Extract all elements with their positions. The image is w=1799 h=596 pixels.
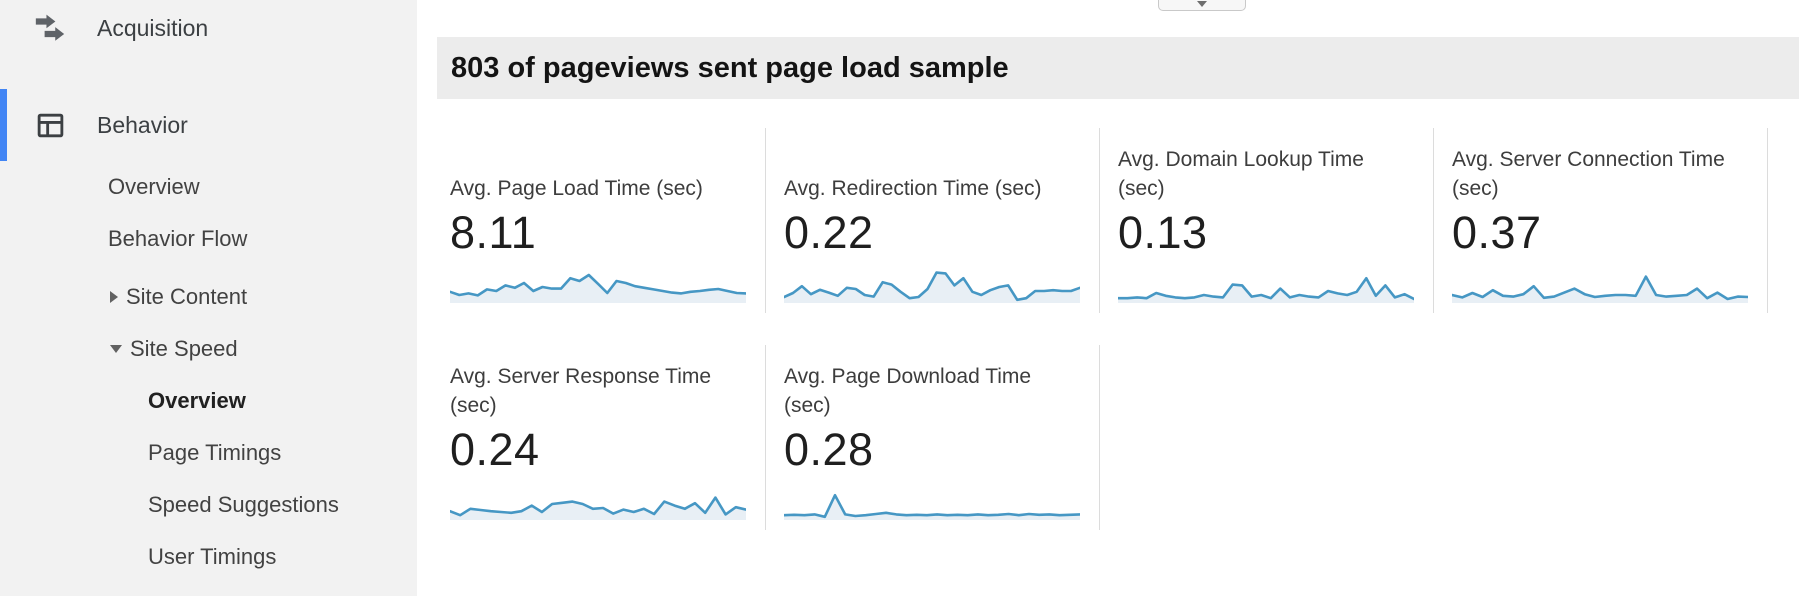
sample-size-text: 803 of pageviews sent page load sample xyxy=(451,51,1009,84)
metric-card-redirection-time: Avg. Redirection Time (sec) 0.22 xyxy=(784,128,1100,313)
metric-card-server-response-time: Avg. Server Response Time (sec) 0.24 xyxy=(450,345,766,530)
sidebar-item-label: Site Speed xyxy=(130,336,238,361)
metric-label: Avg. Server Response Time (sec) xyxy=(450,365,712,417)
metric-label: Avg. Page Load Time (sec) xyxy=(450,177,703,200)
sidebar-item-label: Overview xyxy=(148,388,246,413)
sidebar-item-user-timings[interactable]: User Timings xyxy=(0,531,417,583)
behavior-icon xyxy=(33,108,67,142)
metric-value: 0.22 xyxy=(784,207,874,258)
sparkline-chart xyxy=(1118,276,1414,303)
caret-down-icon xyxy=(1197,1,1207,7)
metric-card-page-download-time: Avg. Page Download Time (sec) 0.28 xyxy=(784,345,1100,530)
sidebar-item-behavior-flow[interactable]: Behavior Flow xyxy=(0,213,417,265)
sidebar-item-page-timings[interactable]: Page Timings xyxy=(0,427,417,479)
metric-value: 0.24 xyxy=(450,424,540,475)
metric-value: 8.11 xyxy=(450,207,537,258)
active-section-indicator xyxy=(0,89,7,161)
metric-card-domain-lookup-time: Avg. Domain Lookup Time (sec) 0.13 xyxy=(1118,128,1434,313)
collapse-widget-button[interactable] xyxy=(1158,0,1246,11)
sparkline-chart xyxy=(450,496,746,520)
sidebar-item-label: Page Timings xyxy=(148,440,282,465)
sparkline-chart xyxy=(450,273,746,303)
main-content: 803 of pageviews sent page load sample A… xyxy=(417,0,1799,596)
metric-cards-row-1: Avg. Page Load Time (sec) 8.11 Avg. Redi… xyxy=(450,128,1799,313)
sidebar-item-label: Speed Suggestions xyxy=(148,492,339,517)
sidebar-item-speed-suggestions[interactable]: Speed Suggestions xyxy=(0,479,417,531)
sidebar-item-label: Acquisition xyxy=(97,14,209,41)
sidebar: Acquisition Behavior Overview Behavior F… xyxy=(0,0,417,596)
sparkline-chart xyxy=(784,493,1080,520)
sidebar-item-site-content[interactable]: Site Content xyxy=(0,271,417,323)
sidebar-item-label: Overview xyxy=(108,174,200,199)
metric-cards-row-2: Avg. Server Response Time (sec) 0.24 Avg… xyxy=(450,345,1799,530)
sidebar-item-overview[interactable]: Overview xyxy=(0,161,417,213)
sidebar-item-behavior[interactable]: Behavior xyxy=(0,89,417,161)
expand-arrow-icon xyxy=(110,291,118,303)
sidebar-item-label: Behavior xyxy=(97,111,188,138)
metric-label: Avg. Redirection Time (sec) xyxy=(784,177,1042,200)
metric-label: Avg. Server Connection Time (sec) xyxy=(1452,148,1725,200)
sample-size-banner: 803 of pageviews sent page load sample xyxy=(437,37,1799,99)
metric-card-page-load-time: Avg. Page Load Time (sec) 8.11 xyxy=(450,128,766,313)
sidebar-item-acquisition[interactable]: Acquisition xyxy=(0,0,417,56)
metric-label: Avg. Page Download Time (sec) xyxy=(784,365,1032,417)
metric-value: 0.13 xyxy=(1118,207,1208,258)
sidebar-item-site-speed-overview[interactable]: Overview xyxy=(0,375,417,427)
sparkline-chart xyxy=(1452,275,1748,303)
metric-label: Avg. Domain Lookup Time (sec) xyxy=(1118,148,1364,200)
sidebar-item-label: Site Content xyxy=(126,284,248,309)
sidebar-item-site-speed[interactable]: Site Speed xyxy=(0,323,417,375)
sparkline-chart xyxy=(784,271,1080,303)
metric-card-server-connection-time: Avg. Server Connection Time (sec) 0.37 xyxy=(1452,128,1768,313)
sidebar-item-label: Behavior Flow xyxy=(108,226,248,251)
metric-value: 0.28 xyxy=(784,424,874,475)
metric-value: 0.37 xyxy=(1452,207,1542,258)
acquisition-icon xyxy=(33,11,67,45)
collapse-arrow-icon xyxy=(110,345,122,353)
sidebar-item-label: User Timings xyxy=(148,544,277,569)
